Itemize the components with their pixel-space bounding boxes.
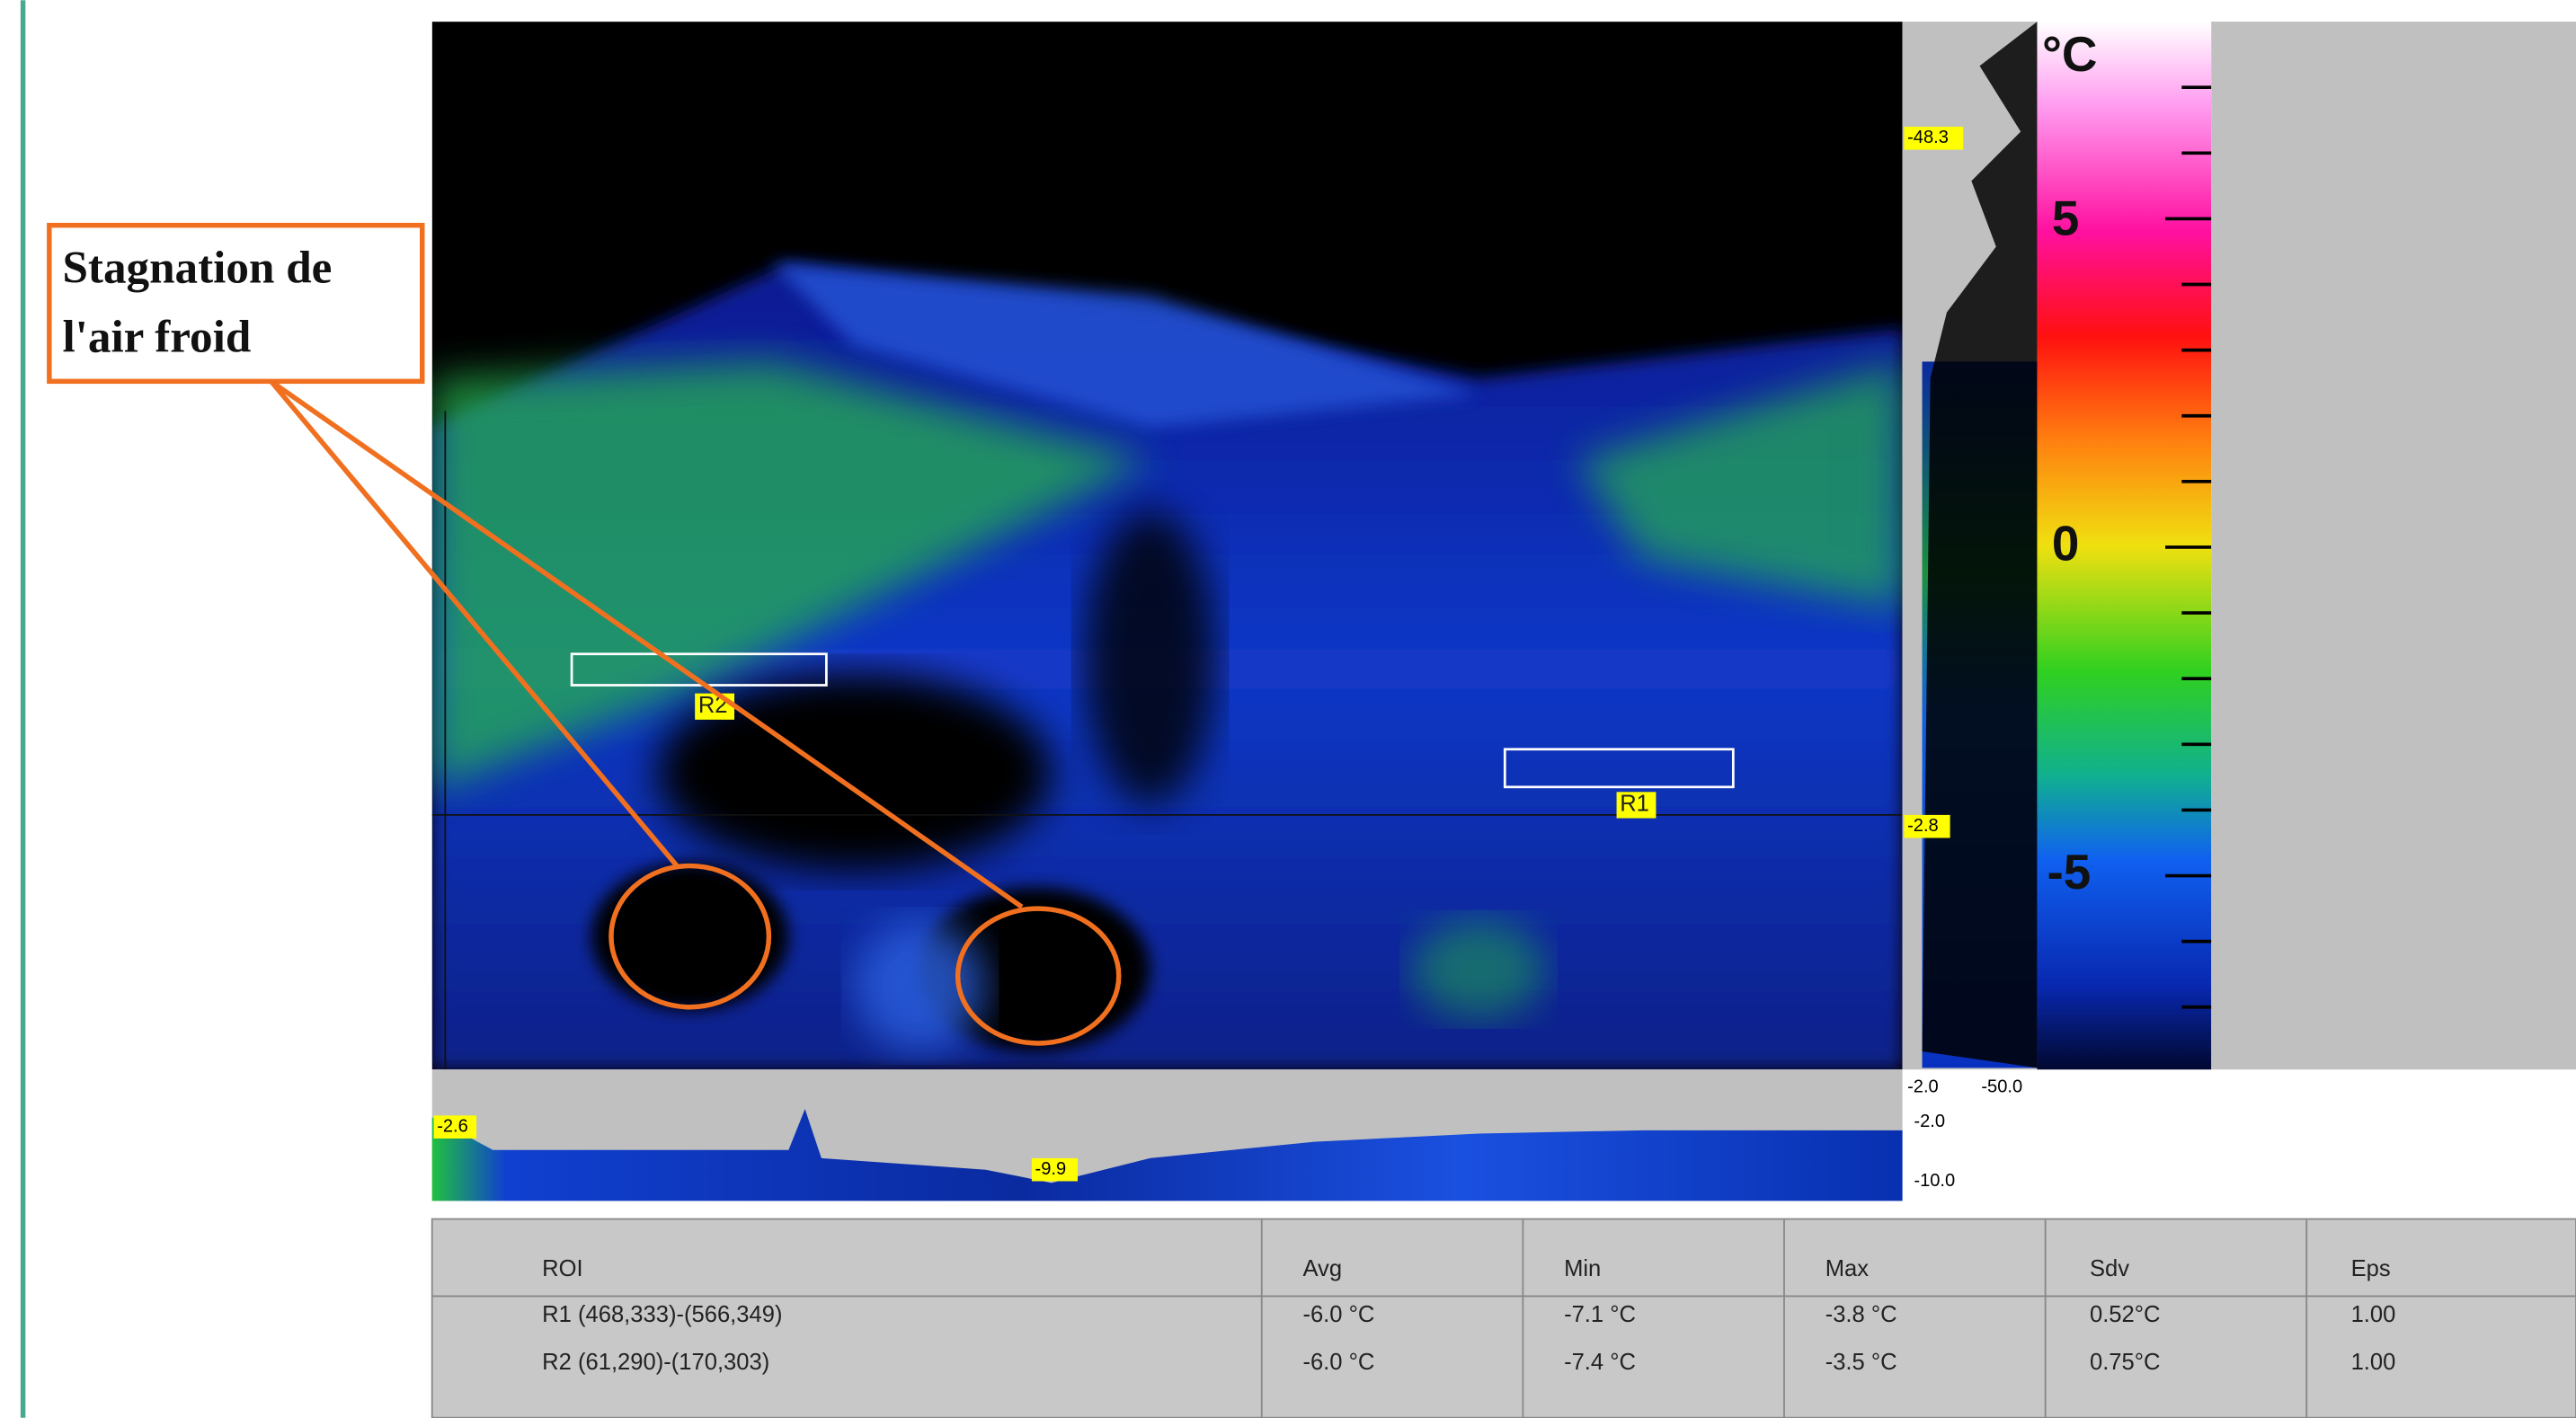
table-cell: R2 (61,290)-(170,303) <box>542 1350 769 1375</box>
thermal-image <box>432 22 1903 1069</box>
table-header: Eps <box>2351 1256 2391 1281</box>
table-cell: -7.1 °C <box>1564 1302 1636 1327</box>
table-cell: 0.75°C <box>2090 1350 2160 1375</box>
marker-label: -9.9 <box>1035 1159 1067 1179</box>
color-label: 5 <box>2052 191 2079 246</box>
marker-label: -48.3 <box>1907 128 1949 147</box>
table-cell: -3.8 °C <box>1825 1302 1897 1327</box>
color-label: 0 <box>2052 515 2079 571</box>
table-header: Sdv <box>2090 1256 2129 1281</box>
table-header: Min <box>1564 1256 1601 1281</box>
scale-label: -10.0 <box>1914 1171 1955 1191</box>
screenshot: R2 R1 -48.3 -2.8 °C 5 0 -5 -2.6 -9.9 -2.… <box>0 0 2576 1418</box>
table-header: Max <box>1825 1256 1870 1281</box>
table-cell: -3.5 °C <box>1825 1350 1897 1375</box>
marker-label: -2.8 <box>1907 816 1939 836</box>
scale-label: -50.0 <box>1981 1077 2022 1097</box>
roi-label: R1 <box>1620 792 1649 817</box>
color-unit: °C <box>2042 26 2098 82</box>
scale-label: -2.0 <box>1907 1077 1939 1097</box>
page: R2 R1 -48.3 -2.8 °C 5 0 -5 -2.6 -9.9 -2.… <box>0 0 2576 1418</box>
annotation-text: l'air froid <box>62 311 251 362</box>
table-cell: 1.00 <box>2351 1302 2396 1327</box>
table-cell: -6.0 °C <box>1302 1350 1374 1375</box>
table-header: ROI <box>542 1256 582 1281</box>
scale-label: -2.0 <box>1914 1112 1945 1131</box>
table-cell: 1.00 <box>2351 1350 2396 1375</box>
empty-panel <box>2211 22 2576 1069</box>
color-label: -5 <box>2047 844 2091 900</box>
annotation-text: Stagnation de <box>62 243 332 294</box>
roi-table: ROI Avg Min Max Sdv Eps R1 (468,333)-(566,349)… <box>432 1219 2576 1418</box>
table-cell: -6.0 °C <box>1302 1302 1374 1327</box>
table-cell: -7.4 °C <box>1564 1350 1636 1375</box>
table-cell: 0.52°C <box>2090 1302 2160 1327</box>
table-header: Avg <box>1302 1256 1342 1281</box>
marker-label: -2.6 <box>437 1116 468 1136</box>
table-cell: R1 (468,333)-(566,349) <box>542 1302 782 1327</box>
